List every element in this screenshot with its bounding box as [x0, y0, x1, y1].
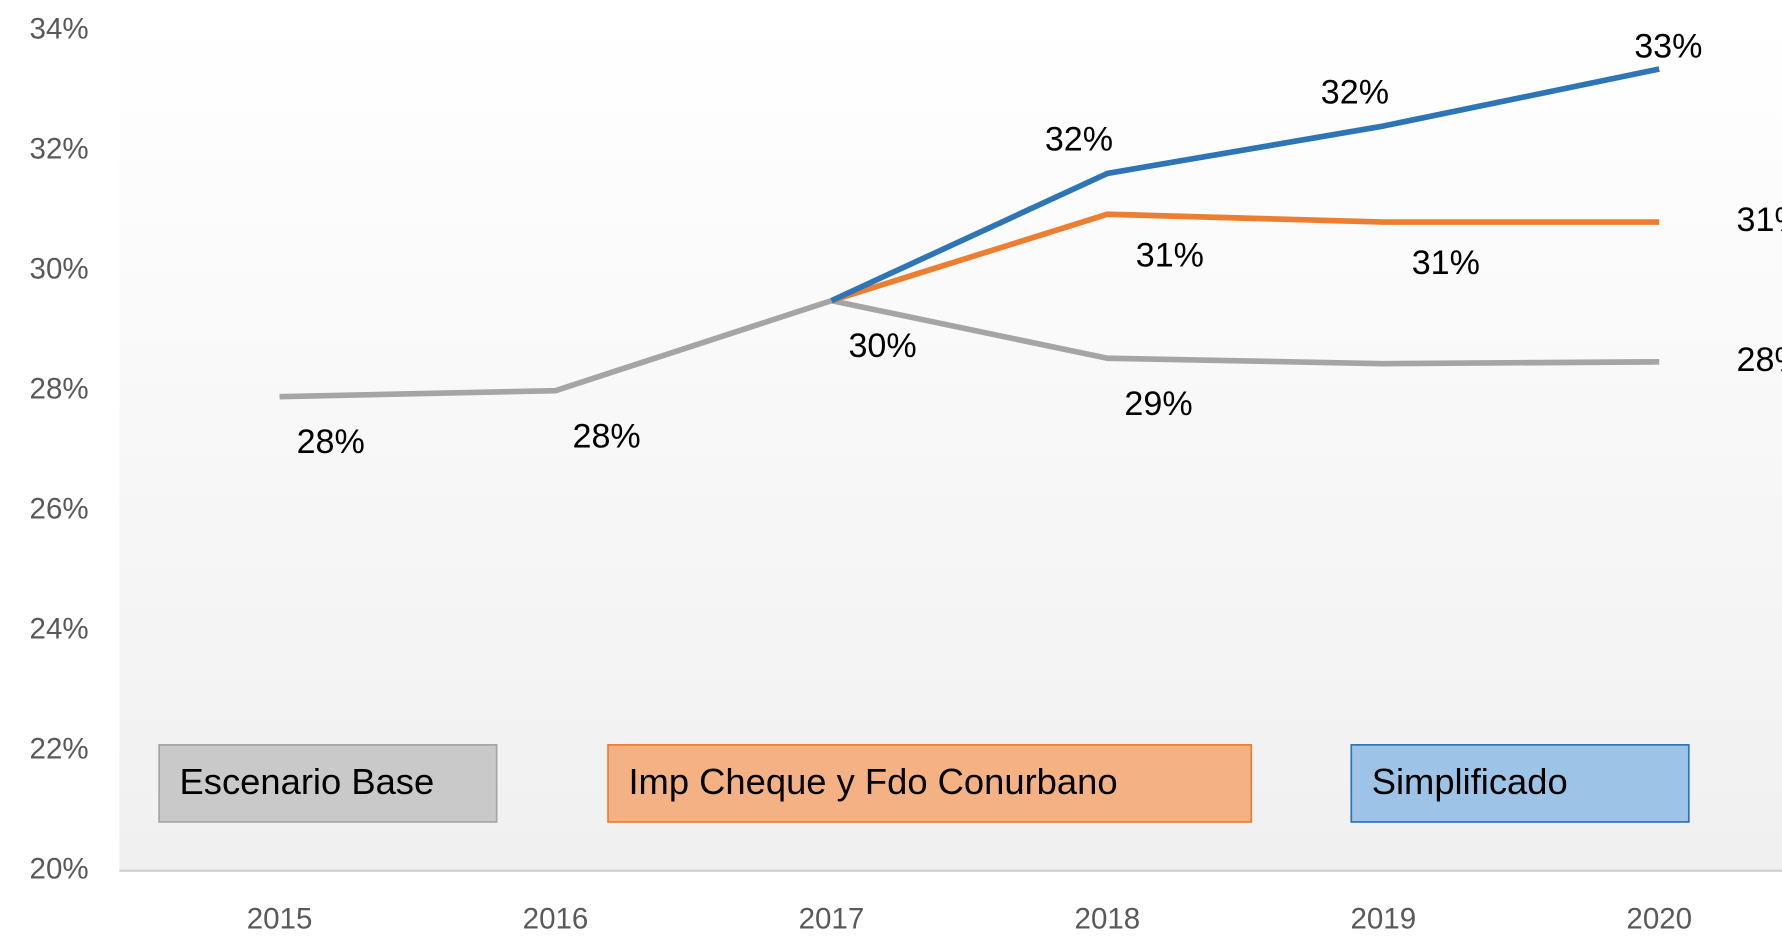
legend-label: Escenario Base	[180, 761, 435, 802]
data-label: 32%	[1321, 73, 1389, 111]
legend-swatch	[607, 744, 1253, 823]
y-tick-label: 26%	[30, 492, 89, 525]
y-tick-label: 30%	[30, 252, 89, 285]
x-tick-label: 2020	[1626, 902, 1692, 935]
x-tick-label: 2015	[247, 902, 313, 935]
legend-label: Imp Cheque y Fdo Conurbano	[628, 761, 1117, 802]
data-label: 28%	[1737, 341, 1782, 379]
y-tick-label: 24%	[30, 612, 89, 645]
series-line	[279, 297, 1660, 400]
x-tick-label: 2019	[1350, 902, 1416, 935]
data-label: 31%	[1412, 244, 1480, 282]
y-tick-label: 32%	[30, 132, 89, 165]
data-label: 31%	[1136, 236, 1204, 274]
y-tick-label: 28%	[30, 372, 89, 405]
y-tick-label: 34%	[30, 12, 89, 45]
x-tick-label: 2018	[1075, 902, 1141, 935]
data-label: 33%	[1634, 28, 1702, 66]
plot-area	[119, 22, 1782, 871]
data-label: 29%	[1124, 385, 1192, 423]
x-tick-label: 2017	[799, 902, 865, 935]
y-tick-label: 22%	[30, 733, 89, 766]
series-line	[830, 66, 1660, 304]
data-label: 31%	[1737, 201, 1782, 239]
x-tick-label: 2016	[523, 902, 589, 935]
data-label: 28%	[297, 423, 365, 461]
series-line	[830, 211, 1660, 304]
legend-label: Simplificado	[1372, 761, 1568, 802]
y-tick-label: 20%	[30, 853, 89, 886]
legend-swatch	[1350, 744, 1690, 823]
legend-swatch	[158, 744, 498, 823]
data-label: 28%	[573, 417, 641, 455]
data-label: 32%	[1045, 121, 1113, 159]
data-label: 30%	[848, 327, 916, 365]
